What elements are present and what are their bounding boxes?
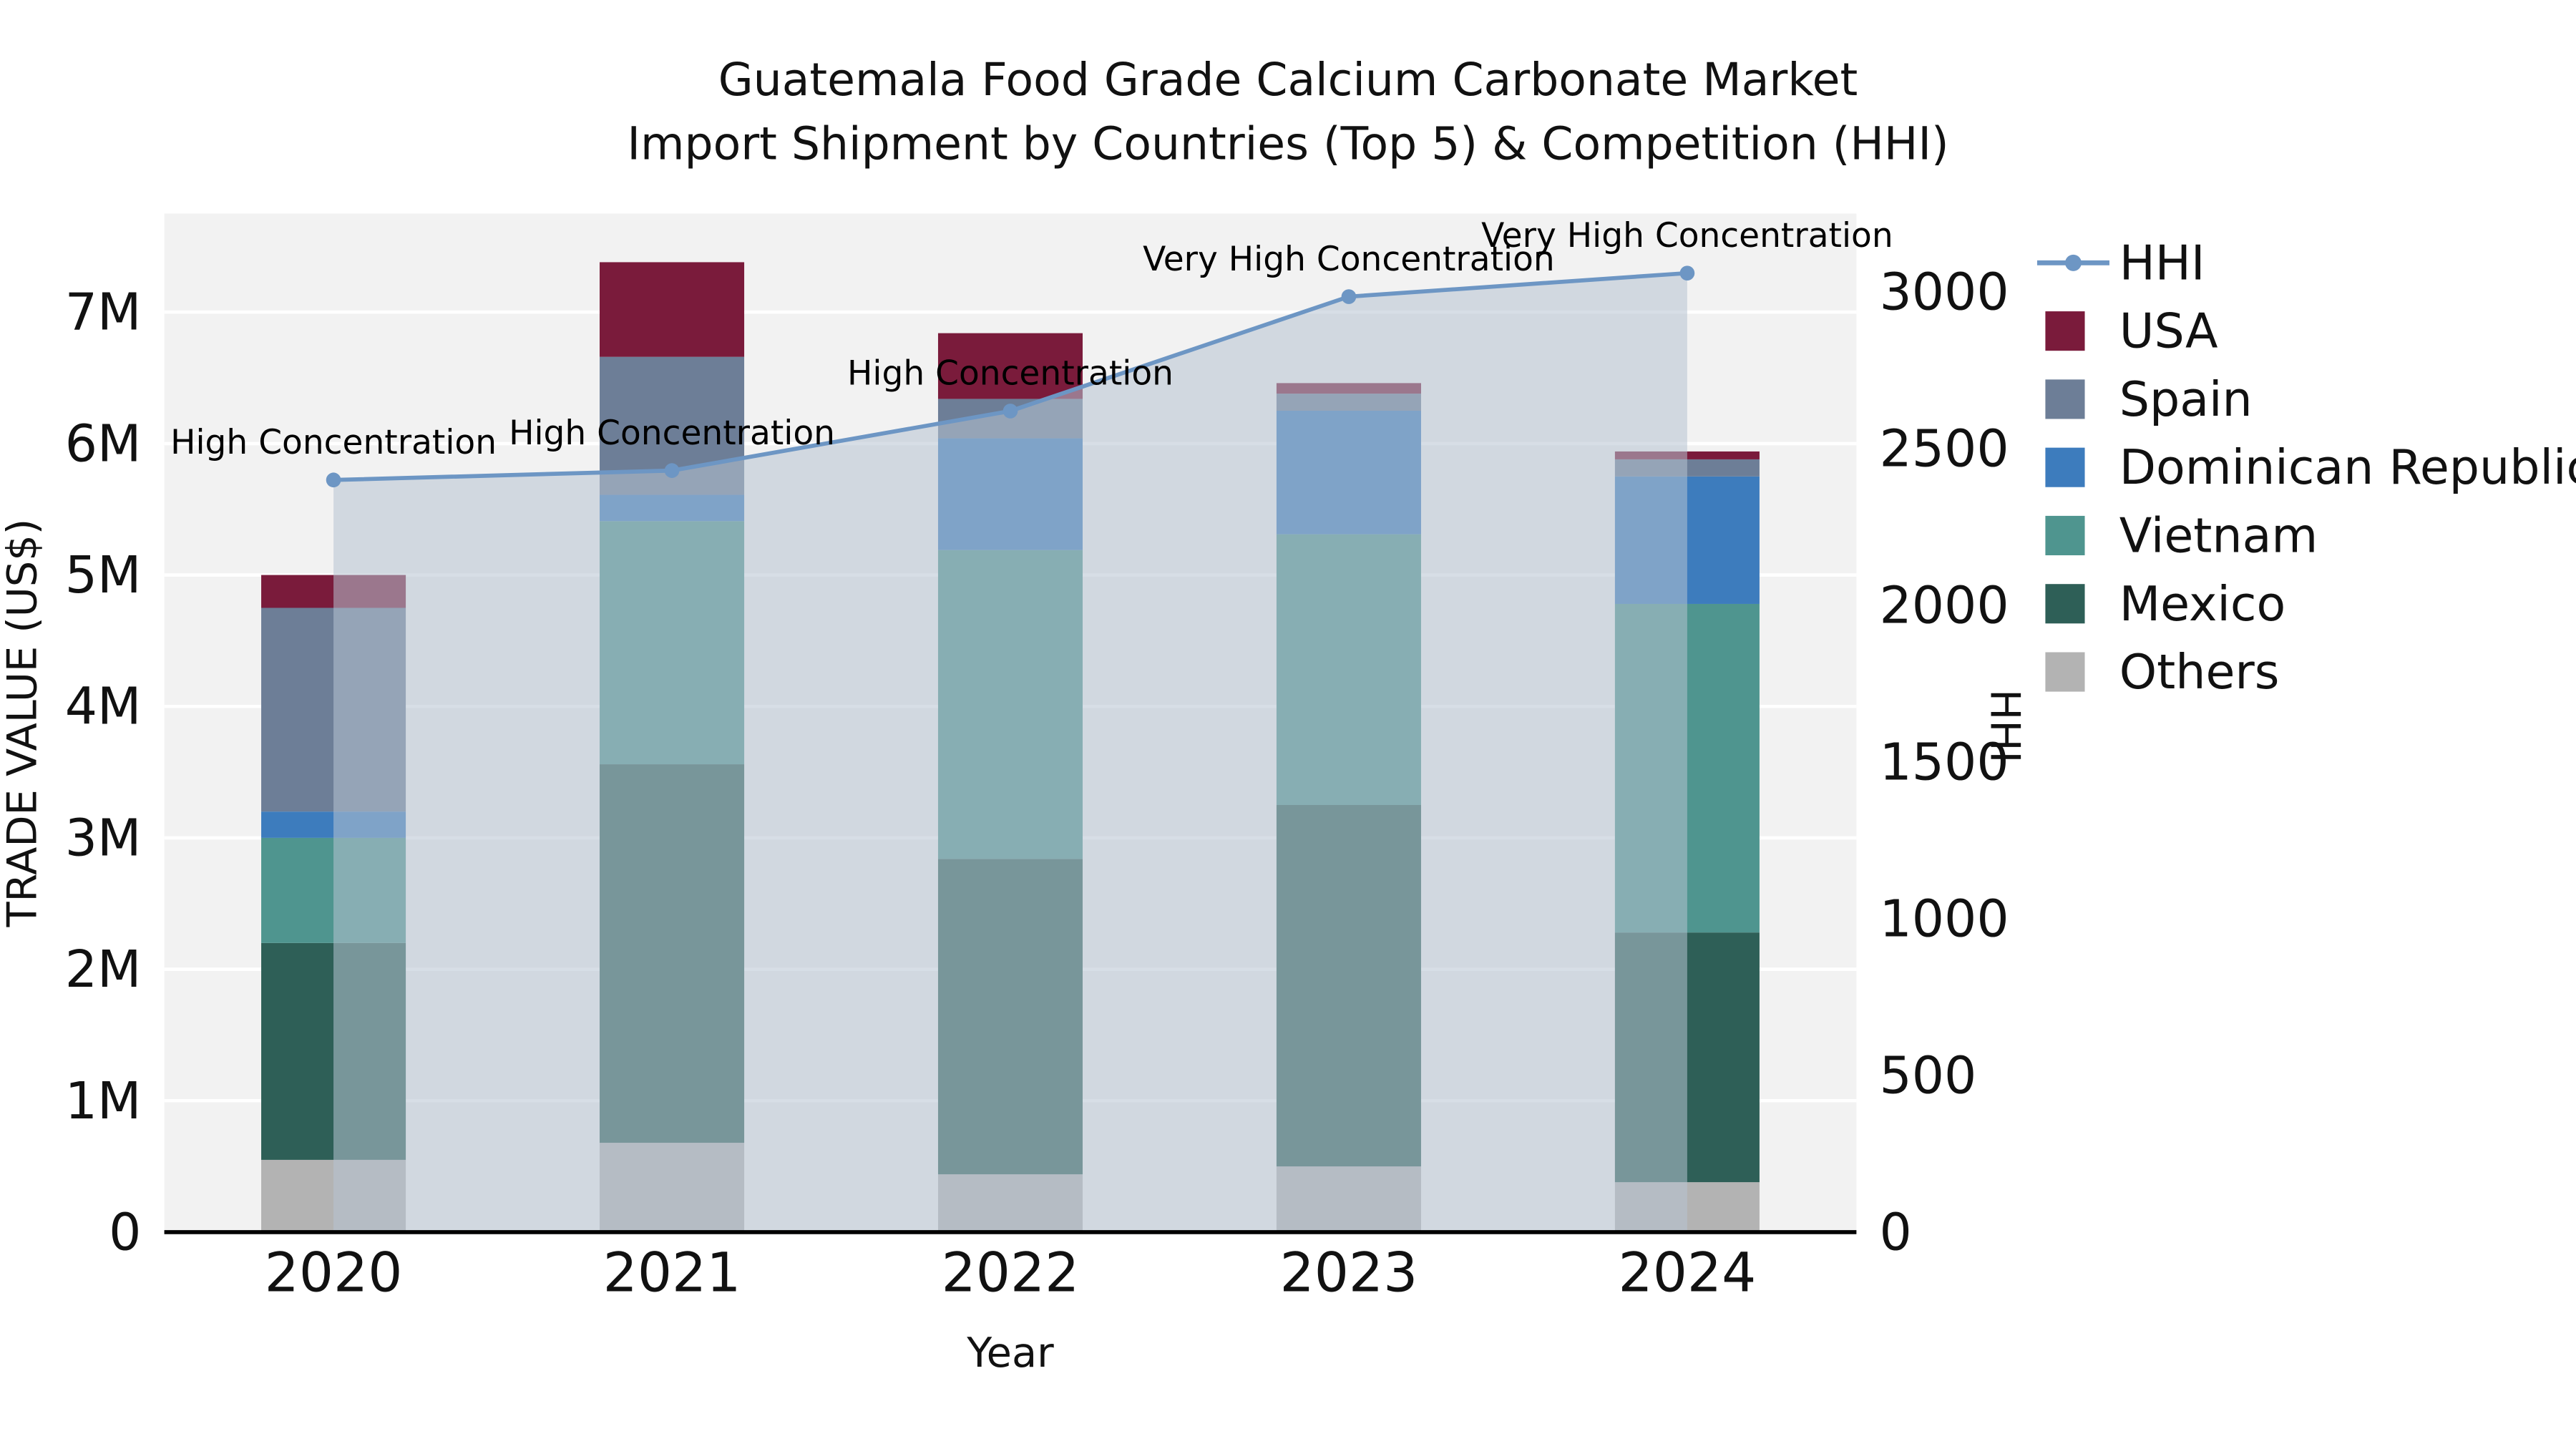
legend-swatch <box>2045 311 2085 351</box>
y-right-axis-label: HHI <box>1981 689 2029 763</box>
legend-item-mexico: Mexico <box>2045 576 2285 632</box>
y-left-axis-label: TRADE VALUE (US$) <box>0 519 47 928</box>
y-right-tick-label: 1500 <box>1880 732 2009 791</box>
chart-title-line1: Guatemala Food Grade Calcium Carbonate M… <box>718 53 1858 106</box>
y-right-tick-label: 2500 <box>1880 419 2009 478</box>
legend-label: Dominican Republic <box>2119 439 2576 495</box>
legend-label: HHI <box>2119 235 2205 291</box>
y-left-tick-label: 7M <box>65 283 142 342</box>
annotation-2024: Very High Concentration <box>1481 216 1893 255</box>
legend-label: Mexico <box>2119 576 2285 632</box>
legend-marker-glyph <box>2064 254 2082 271</box>
chart-title-line2: Import Shipment by Countries (Top 5) & C… <box>627 117 1948 170</box>
hhi-marker-2024 <box>1679 265 1695 281</box>
x-tick-label-2020: 2020 <box>265 1241 403 1304</box>
hhi-marker-2022 <box>1002 404 1018 419</box>
legend-label: USA <box>2119 303 2218 359</box>
y-right-tick-label: 500 <box>1880 1045 1977 1105</box>
y-left-tick-label: 1M <box>65 1071 142 1131</box>
y-right-tick-label: 3000 <box>1880 262 2009 321</box>
plot-layer: High Concentration High Concentration High… <box>65 213 2009 1304</box>
legend: HHI USA Spain Dominican Republic Vietnam Mexi… <box>2036 235 2576 700</box>
y-left-tick-label: 2M <box>65 940 142 999</box>
legend-item-spain: Spain <box>2045 371 2253 427</box>
hhi-marker-2021 <box>664 463 680 478</box>
x-axis-label: Year <box>966 1329 1054 1377</box>
x-tick-label-2022: 2022 <box>942 1241 1080 1304</box>
annotation-2021: High Concentration <box>509 414 835 453</box>
legend-item-hhi: HHI <box>2036 235 2205 291</box>
legend-label: Vietnam <box>2119 507 2318 563</box>
y-left-tick-label: 3M <box>65 808 142 867</box>
y-right-tick-label: 0 <box>1880 1202 1912 1262</box>
y-left-tick-label: 4M <box>65 677 142 736</box>
annotation-2022: High Concentration <box>847 354 1174 394</box>
y-left-tick-label: 5M <box>65 545 142 605</box>
legend-swatch <box>2045 447 2085 487</box>
annotation-2020: High Concentration <box>170 423 497 462</box>
hhi-marker-2020 <box>326 472 341 488</box>
x-tick-label-2024: 2024 <box>1619 1241 1757 1304</box>
legend-item-dominican-republic: Dominican Republic <box>2045 439 2576 495</box>
legend-swatch <box>2045 652 2085 692</box>
legend-swatch <box>2045 379 2085 419</box>
legend-label: Spain <box>2119 371 2253 427</box>
y-right-tick-label: 2000 <box>1880 575 2009 635</box>
hhi-area-fill <box>333 273 1687 1232</box>
x-tick-label-2021: 2021 <box>603 1241 741 1304</box>
legend-item-others: Others <box>2045 644 2279 700</box>
hhi-marker-2023 <box>1341 289 1357 304</box>
annotation-2023: Very High Concentration <box>1143 240 1555 279</box>
legend-swatch <box>2045 584 2085 624</box>
bar-segment-usa-2022 <box>937 333 1083 399</box>
legend-swatch <box>2045 515 2085 556</box>
legend-label: Others <box>2119 644 2280 700</box>
legend-item-vietnam: Vietnam <box>2045 507 2318 563</box>
legend-item-usa: USA <box>2045 303 2218 359</box>
y-left-tick-label: 0 <box>109 1202 141 1262</box>
x-tick-label-2023: 2023 <box>1280 1241 1418 1304</box>
y-right-tick-label: 1000 <box>1880 889 2009 948</box>
y-left-tick-label: 6M <box>65 414 142 473</box>
bar-segment-usa-2021 <box>600 262 745 357</box>
